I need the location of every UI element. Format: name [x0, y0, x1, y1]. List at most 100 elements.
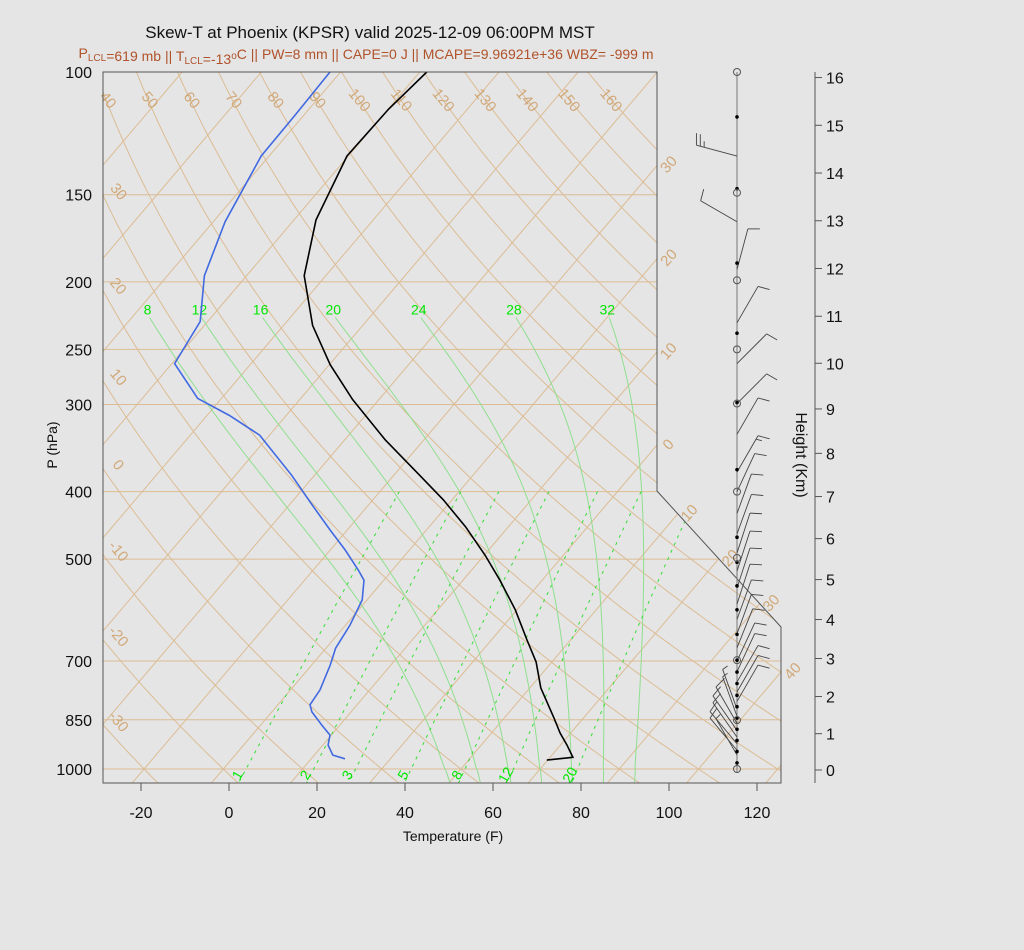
moist-adiabat-label: 16	[253, 301, 269, 317]
barb-half-feather	[755, 438, 762, 442]
moist-adiabat-line	[200, 317, 481, 783]
isotherm-label: 40	[781, 659, 805, 683]
barb-feather	[751, 494, 764, 496]
mixing-ratio-label: 1	[228, 767, 246, 782]
barb-staff	[736, 473, 752, 514]
dry-adiabat-label: 20	[106, 275, 130, 299]
isotherm-line	[594, 72, 781, 783]
x-tick-label: -20	[129, 805, 152, 822]
y-tick-label: 850	[65, 713, 92, 730]
mandatory-level-circle	[733, 656, 741, 665]
subtitle-text: =-13	[203, 51, 232, 67]
moist-adiabat-label: 32	[599, 301, 615, 317]
isotherm-line	[119, 72, 781, 783]
wind-barb	[736, 285, 770, 324]
y-tick-label: 300	[65, 398, 92, 415]
wind-level-dot	[735, 607, 739, 612]
barb-feather	[754, 622, 767, 626]
y-tick-label: 500	[65, 552, 92, 569]
temperature-trace	[303, 72, 575, 761]
dry-adiabat-label: 110	[387, 86, 415, 115]
sounding-traces	[173, 72, 575, 761]
wind-barb	[736, 512, 762, 554]
plot-frame	[102, 71, 782, 784]
dry-adiabat-label: 70	[222, 89, 246, 113]
height-tick-label: 13	[826, 214, 844, 231]
mixing-ratio-label: 20	[559, 764, 581, 786]
wind-barb	[736, 397, 770, 435]
isotherm-line	[277, 72, 781, 783]
dry-adiabat-line	[103, 72, 641, 783]
wind-level-dot	[735, 584, 739, 588]
barb-feather	[757, 664, 770, 669]
wind-barb	[736, 645, 770, 683]
barb-feather	[754, 453, 767, 457]
wind-level-dot	[735, 115, 739, 119]
dry-adiabat-line	[218, 72, 781, 783]
wind-barb	[736, 373, 778, 404]
barb-staff	[736, 494, 752, 535]
subtitle-text: P	[79, 45, 88, 61]
barb-staff	[700, 200, 738, 223]
isotherm-line	[103, 72, 781, 783]
wind-barb	[736, 563, 762, 605]
chart-title: Skew-T at Phoenix (KPSR) valid 2025-12-0…	[145, 23, 594, 42]
height-tick-label: 4	[826, 613, 835, 630]
dry-adiabat-label: 30	[106, 180, 130, 204]
barb-feather	[715, 678, 725, 688]
subtitle-subscript: LCL	[184, 56, 203, 67]
barb-staff	[736, 594, 752, 635]
moist-adiabat-label: 20	[325, 301, 341, 317]
barb-staff	[736, 655, 759, 693]
dry-adiabat-label: 130	[470, 85, 499, 115]
barb-feather	[757, 285, 770, 290]
wind-barb	[736, 633, 767, 672]
dry-adiabat-label: -10	[105, 538, 132, 566]
moist-adiabat-label: 8	[144, 301, 152, 317]
height-tick-label: 2	[826, 690, 835, 707]
barb-half-feather	[722, 665, 728, 670]
barb-staff	[722, 669, 738, 710]
moist-adiabat-line	[149, 317, 451, 783]
wind-barb	[700, 189, 738, 223]
barb-feather	[754, 633, 767, 637]
barb-staff	[736, 547, 751, 589]
wind-level-dot	[735, 738, 739, 743]
barb-staff	[736, 228, 749, 270]
wind-barb	[736, 530, 762, 572]
mandatory-level-circle	[733, 487, 741, 496]
barb-staff	[736, 286, 759, 324]
mixing-ratio-line	[237, 491, 400, 783]
moist-adiabat-line	[608, 317, 645, 783]
y-tick-label: 1000	[56, 762, 92, 779]
moist-adiabat-label: 28	[506, 301, 522, 317]
barb-staff	[736, 579, 752, 620]
barb-staff	[736, 645, 759, 683]
y-axis-label: P (hPa)	[44, 421, 60, 468]
chart-subtitle: PLCL=619 mb || TLCL=-13oC || PW=8 mm || …	[79, 45, 654, 67]
dry-adiabat-line	[300, 72, 781, 783]
barb-feather	[751, 473, 764, 476]
dry-adiabat-line	[103, 72, 320, 783]
wind-barb	[709, 708, 738, 751]
height-tick-label: 5	[826, 573, 835, 590]
height-tick-label: 16	[826, 71, 844, 88]
barb-feather	[712, 686, 721, 697]
mixing-ratio-line	[305, 491, 462, 783]
barb-feather	[749, 547, 762, 550]
barb-feather	[751, 593, 764, 596]
barb-half-feather	[722, 672, 728, 678]
dry-adiabat-line	[103, 72, 722, 783]
isotherm-line	[673, 72, 781, 783]
height-tick-label: 6	[826, 532, 835, 549]
mixing-ratio-label: 5	[394, 767, 412, 782]
mixing-ratio-line	[457, 491, 598, 783]
isotherm-line	[435, 72, 781, 783]
height-tick-label: 15	[826, 118, 844, 135]
height-tick-label: 9	[826, 402, 835, 419]
wind-level-dot	[735, 261, 739, 265]
barb-staff	[736, 333, 768, 364]
barb-feather	[752, 608, 765, 611]
x-tick-label: 100	[656, 805, 683, 822]
mandatory-level-circle	[733, 716, 741, 725]
